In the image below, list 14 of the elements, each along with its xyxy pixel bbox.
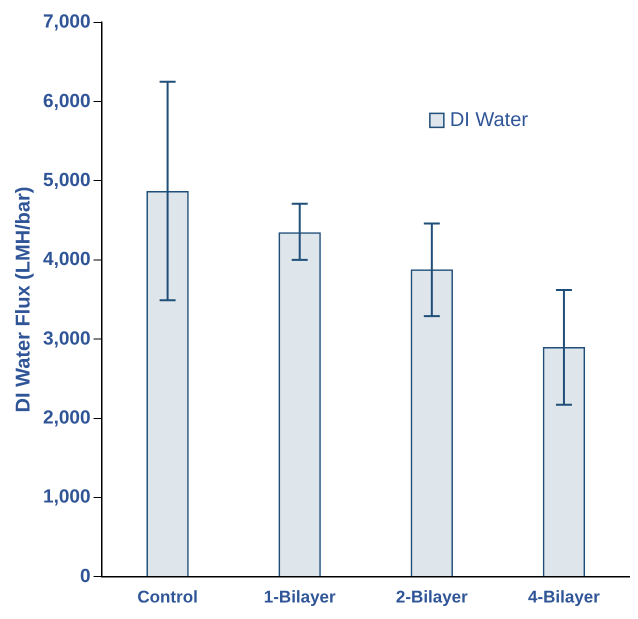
- y-tick-label: 0: [80, 566, 91, 587]
- y-tick-label: 5,000: [43, 170, 91, 191]
- y-tick-label: 3,000: [43, 328, 91, 350]
- y-tick-label: 4,000: [43, 249, 91, 270]
- x-tick-label: 4-Bilayer: [528, 587, 600, 606]
- y-tick-label: 6,000: [43, 90, 91, 112]
- legend-label: DI Water: [450, 108, 528, 131]
- x-tick-label: Control: [137, 587, 198, 606]
- y-tick-label: 1,000: [43, 486, 91, 508]
- y-axis-title: DI Water Flux (LMH/bar): [12, 186, 35, 412]
- y-tick-label: 2,000: [43, 407, 91, 428]
- x-tick-label: 1-Bilayer: [264, 587, 336, 606]
- y-tick-label: 7,000: [43, 12, 91, 33]
- x-tick-label: 2-Bilayer: [396, 587, 468, 606]
